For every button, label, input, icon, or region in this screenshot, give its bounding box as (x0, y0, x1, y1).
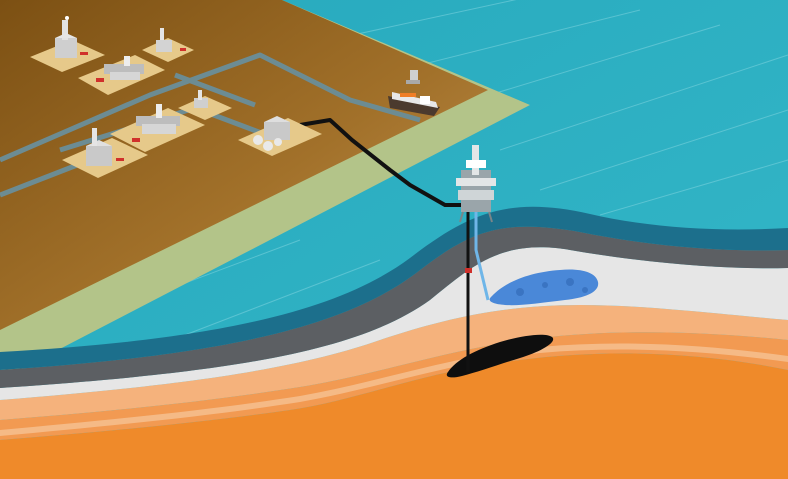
facility-plant-icon (30, 16, 105, 72)
tanker-ship-icon (388, 70, 440, 116)
gas-well-riser (474, 210, 490, 301)
offshore-platform-icon (456, 145, 496, 223)
facility-plant-icon (142, 28, 194, 62)
oil-pipeline (299, 118, 465, 207)
facility-plant-icon (62, 128, 148, 178)
oil-reservoir (446, 334, 554, 378)
rock-layer-gray (0, 226, 788, 388)
rock-layer-deep-orange (0, 353, 788, 479)
wellhead-marker (465, 268, 472, 273)
gas-reservoir-texture (516, 278, 588, 296)
facility-plant-icon (78, 55, 165, 95)
rock-layer-dark-teal (0, 206, 788, 370)
facility-plant-icon (178, 90, 232, 120)
rock-layer-light-orange (0, 305, 788, 420)
facility-plant-icon (110, 104, 205, 152)
rock-layer-white-band (0, 343, 788, 436)
facility-plant-icon (238, 116, 322, 156)
